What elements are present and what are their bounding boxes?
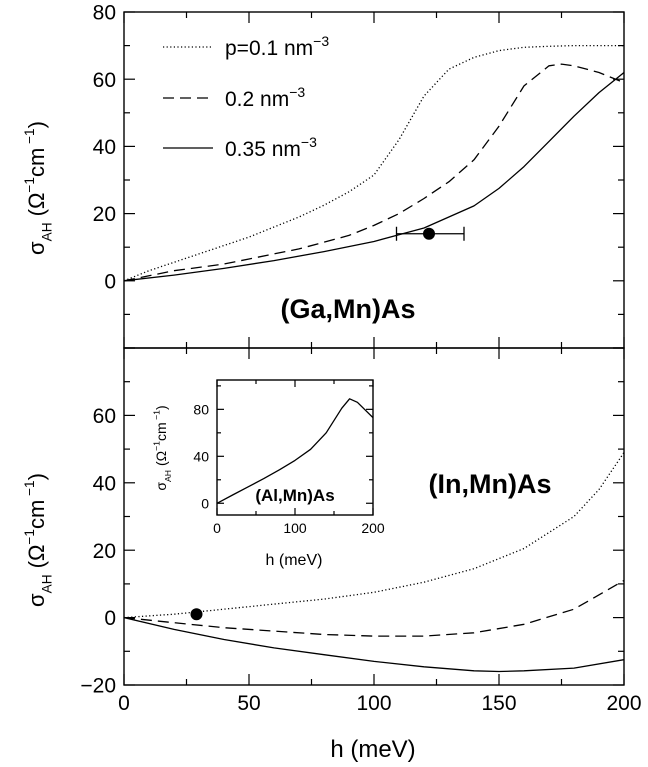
bottom-series-group <box>124 452 624 673</box>
top-y-axis-label: σAH (Ω−1cm −1) <box>22 121 55 255</box>
x-tick-label: 50 <box>237 692 260 715</box>
y-axis-label-part: (Ω <box>24 545 49 575</box>
bottom-y-axis-label: σAH (Ω−1cm −1) <box>22 473 55 607</box>
y-axis-label-part: cm <box>24 148 49 177</box>
y-axis-label-part: σ <box>24 593 49 607</box>
legend-label-main: 0.35 nm <box>225 138 301 161</box>
dashed-series-line <box>124 63 624 282</box>
inset-plot-area: 0 100 200 0 40 80 <box>193 379 385 536</box>
top-annotation: (Ga,Mn)As <box>281 294 416 324</box>
solid-series-line <box>217 398 373 504</box>
y-tick-label: 20 <box>93 540 116 563</box>
legend-label-main: p=0.1 nm <box>225 37 313 60</box>
y-axis-label-part: σ <box>153 482 169 491</box>
legend-label-sup: −3 <box>301 134 317 150</box>
y-axis-label-part: ) <box>24 473 49 480</box>
y-axis-label-part: cm <box>24 500 49 529</box>
y-axis-label-part: (Ω <box>153 451 169 470</box>
dotted-series-line <box>124 44 624 282</box>
y-tick-label: 0 <box>104 607 116 630</box>
x-tick-label: 200 <box>361 520 385 536</box>
y-axis-label-text: σAH (Ω−1cm −1) <box>152 405 173 490</box>
x-tick-label: 100 <box>283 520 307 536</box>
inset-x-axis-label: h (meV) <box>266 552 323 569</box>
y-tick-label: 60 <box>93 405 116 428</box>
bottom-x-axis-label: h (meV) <box>330 736 415 763</box>
legend-label: p=0.1 nm−3 <box>225 33 329 60</box>
bottom-markers <box>190 608 203 621</box>
legend: p=0.1 nm−30.2 nm−30.35 nm−3 <box>163 33 329 161</box>
y-axis-label-part: AH <box>163 470 173 482</box>
x-tick-label: 200 <box>606 692 641 715</box>
top-series-group <box>124 44 624 282</box>
y-tick-label: 40 <box>93 136 116 159</box>
y-axis-label-text: σAH (Ω−1cm −1) <box>22 121 55 255</box>
y-axis-label-part: −1 <box>22 128 37 147</box>
y-tick-label: −20 <box>80 675 116 698</box>
legend-label-sup: −3 <box>289 84 305 100</box>
y-axis-label-part: −1 <box>22 480 37 499</box>
data-point-marker <box>423 227 435 240</box>
legend-label-sup: −3 <box>313 33 329 49</box>
inset-series-group <box>217 398 373 504</box>
inset-y-axis-label: σAH (Ω−1cm −1) <box>152 405 173 490</box>
dashed-series-line <box>124 579 624 637</box>
y-axis-label-part: −1 <box>152 410 162 422</box>
y-axis-label-part: AH <box>40 222 55 241</box>
solid-series-line <box>124 71 624 282</box>
legend-label-main: 0.2 nm <box>225 88 289 111</box>
x-tick-label: 100 <box>356 692 391 715</box>
y-axis-label-part: (Ω <box>24 193 49 223</box>
legend-label: 0.35 nm−3 <box>225 134 317 161</box>
top-markers <box>395 226 465 241</box>
x-tick-label: 150 <box>481 692 516 715</box>
y-tick-label: 80 <box>93 2 116 25</box>
y-tick-label: 60 <box>93 69 116 92</box>
y-axis-label-part: ) <box>153 405 169 410</box>
y-tick-label: 40 <box>93 472 116 495</box>
bottom-annotation: (In,Mn)As <box>429 469 552 499</box>
y-tick-label: 40 <box>193 448 209 464</box>
legend-label: 0.2 nm−3 <box>225 84 305 111</box>
x-tick-label: 0 <box>213 520 221 536</box>
y-axis-label-text: σAH (Ω−1cm −1) <box>22 473 55 607</box>
y-tick-label: 20 <box>93 203 116 226</box>
y-axis-label-part: σ <box>24 241 49 255</box>
inset-annotation: (Al,Mn)As <box>255 486 334 505</box>
data-point-marker <box>190 608 203 621</box>
y-axis-label-part: cm <box>153 422 169 441</box>
y-axis-label-part: AH <box>40 574 55 593</box>
y-tick-label: 0 <box>104 270 116 293</box>
y-axis-label-part: −1 <box>22 529 37 545</box>
y-tick-label: 80 <box>193 401 209 417</box>
x-tick-label: 0 <box>118 692 130 715</box>
y-axis-label-part: −1 <box>22 177 37 193</box>
y-axis-label-part: −1 <box>152 441 162 451</box>
y-tick-label: 0 <box>201 495 209 511</box>
y-axis-label-part: ) <box>24 121 49 128</box>
solid-series-line <box>124 616 624 673</box>
